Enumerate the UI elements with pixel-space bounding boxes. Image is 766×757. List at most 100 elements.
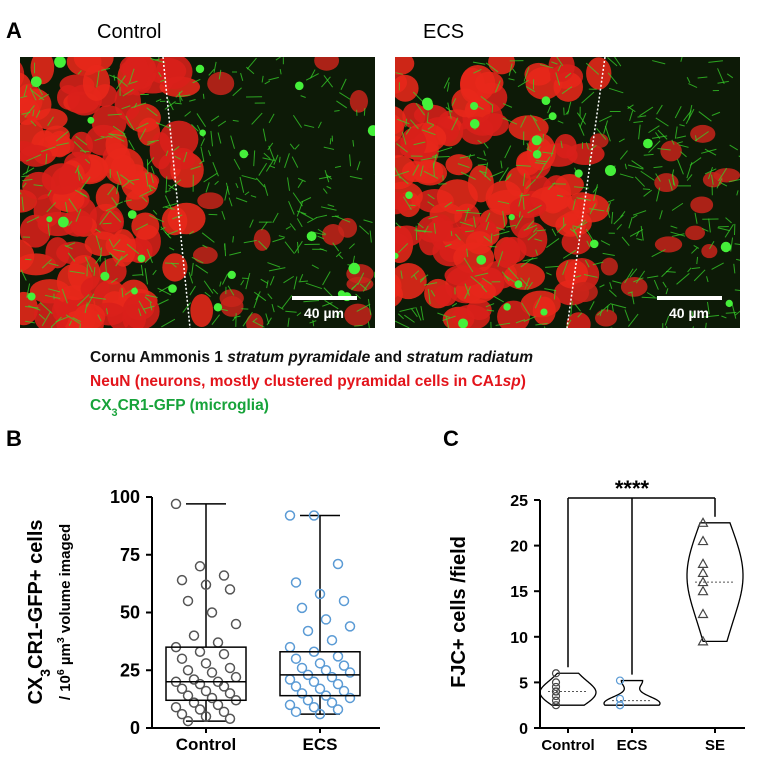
microglia-process (584, 259, 590, 268)
microglia-process (51, 326, 53, 328)
microglia-process (232, 119, 239, 122)
microglia-process (534, 295, 542, 309)
microglia-process (652, 135, 668, 139)
microglia-process (182, 302, 191, 313)
microglia-process (694, 131, 709, 142)
microglia-process (195, 264, 209, 274)
microglia-process (157, 299, 169, 305)
microglia-process (47, 189, 52, 196)
microglia-process (706, 301, 710, 315)
microglia-process (693, 245, 700, 249)
box (165, 646, 247, 702)
microglia-process (655, 132, 661, 140)
microglia-process (557, 120, 564, 124)
microglia (531, 135, 542, 146)
text-segment: µm (57, 643, 74, 669)
microglia-process (47, 223, 51, 236)
microglia-process (48, 288, 61, 293)
microglia-process (708, 60, 723, 63)
microglia-process (317, 228, 327, 235)
microglia-process (121, 181, 130, 188)
microglia-process (607, 210, 611, 218)
neuron (120, 164, 151, 200)
microglia-process (512, 68, 517, 74)
microglia-process (415, 306, 422, 321)
microglia-process (367, 298, 372, 316)
microglia-process (294, 240, 303, 254)
microglia (46, 216, 53, 223)
microglia-process (570, 301, 573, 317)
data-point (551, 701, 561, 710)
microglia-process (165, 176, 168, 194)
microglia-process (68, 320, 73, 326)
microglia-process (674, 105, 682, 119)
data-point (206, 692, 218, 704)
microglia-process (168, 179, 182, 190)
microglia-process (736, 190, 739, 196)
microglia-process (289, 143, 295, 150)
microglia-process (272, 212, 279, 224)
neuron (509, 196, 547, 218)
microglia-process (318, 175, 332, 180)
data-point (182, 595, 194, 607)
microglia (422, 97, 433, 109)
microglia-process (497, 200, 510, 205)
microglia-process (200, 146, 205, 162)
microglia-process (285, 226, 291, 230)
data-point (176, 574, 188, 586)
microglia-process (659, 210, 663, 220)
microglia-process (20, 269, 27, 281)
microglia-process (233, 315, 241, 318)
microglia-process (480, 95, 493, 106)
microglia (100, 271, 110, 281)
data-point (224, 713, 236, 725)
neuron (600, 257, 618, 276)
microglia (294, 81, 304, 91)
microglia-process (305, 282, 323, 290)
microglia-process (643, 189, 653, 197)
microglia-process (589, 301, 595, 311)
microglia-process (287, 177, 291, 191)
neuron (395, 262, 427, 300)
neuron (37, 211, 79, 237)
microglia-process (79, 150, 90, 153)
microglia-process (275, 57, 282, 61)
microglia-process (240, 280, 245, 286)
microglia-process (126, 243, 140, 255)
microglia (508, 213, 515, 221)
data-point (176, 653, 188, 664)
neuron (690, 196, 714, 214)
microglia (27, 292, 36, 301)
microglia-process (728, 179, 740, 183)
microglia-process (349, 175, 363, 180)
microglia-process (506, 224, 517, 228)
data-point (332, 704, 344, 715)
data-point (320, 614, 332, 625)
microglia-process (498, 167, 509, 182)
microglia-process (208, 68, 215, 76)
microglia-process (65, 242, 76, 248)
microglia-process (67, 220, 73, 227)
microglia-process (89, 296, 106, 300)
microglia-process (476, 156, 487, 161)
microglia-process (657, 148, 671, 151)
microglia-process (600, 240, 611, 246)
microglia-process (116, 171, 122, 185)
data-point (551, 691, 561, 701)
microglia-process (296, 312, 302, 317)
microglia-process (612, 280, 622, 284)
microglia-process (265, 158, 275, 172)
microglia-process (296, 241, 299, 254)
microglia-process (146, 141, 155, 146)
microglia-process (557, 64, 562, 72)
microglia-process (563, 107, 565, 116)
neuron (586, 57, 612, 90)
microglia-process (640, 225, 644, 241)
neuron (554, 133, 577, 159)
microglia (720, 241, 732, 253)
microglia-process (294, 144, 300, 150)
microglia-process (502, 103, 513, 108)
microglia-process (671, 233, 685, 237)
microglia (199, 129, 206, 137)
